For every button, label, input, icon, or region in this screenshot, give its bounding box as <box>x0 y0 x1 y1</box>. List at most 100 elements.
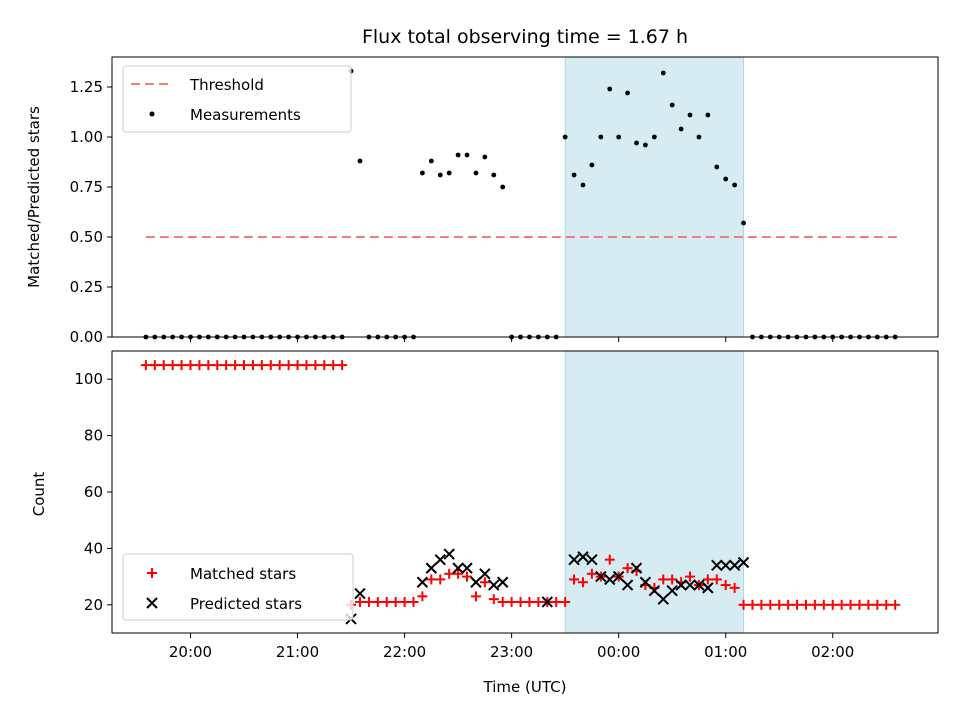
bottom-x-ticks: 20:00 21:00 22:00 23:00 00:00 01:00 02:00 <box>169 633 854 661</box>
predicted-star-marker <box>354 587 366 600</box>
bottom-y-ticks: 20 40 60 80 100 <box>74 370 112 614</box>
matched-star-marker <box>747 599 758 610</box>
measurement-point <box>651 134 657 140</box>
matched-star-marker <box>881 599 892 610</box>
measurement-point <box>616 134 622 140</box>
measurement-point <box>562 134 568 140</box>
matched-star-marker <box>444 568 455 579</box>
predicted-star-marker <box>612 570 625 583</box>
measurement-point <box>660 70 666 76</box>
top-y-tick-label: 0.50 <box>70 228 103 246</box>
top-y-tick-label: 0.75 <box>70 178 103 196</box>
measurement-point <box>598 134 604 140</box>
predicted-star-marker <box>737 556 750 569</box>
measurement-point <box>669 102 675 108</box>
predicted-star-marker <box>693 579 705 591</box>
matched-star-marker <box>818 599 829 610</box>
top-y-tick-label: 1.25 <box>70 78 103 96</box>
matched-star-marker <box>167 360 178 371</box>
matched-star-marker <box>363 596 374 607</box>
matched-star-marker <box>774 599 785 610</box>
matched-star-marker <box>212 360 223 371</box>
measurement-point <box>482 154 488 160</box>
measurement-point <box>464 152 470 158</box>
top-legend-box <box>122 65 352 133</box>
predicted-star-marker <box>443 548 455 560</box>
predicted-star-marker <box>586 553 598 566</box>
predicted-star-marker <box>621 579 634 591</box>
measurement-point <box>491 172 497 178</box>
predicted-star-marker <box>639 576 652 588</box>
measurement-point <box>446 170 452 176</box>
matched-star-marker <box>372 596 383 607</box>
predicted-star-marker <box>675 579 687 591</box>
matched-star-marker <box>488 594 499 605</box>
predicted-star-marker <box>684 579 696 591</box>
matched-star-marker <box>381 596 392 607</box>
measurement-point <box>634 140 639 146</box>
matched-star-marker <box>470 591 481 602</box>
bottom-y-tick-label: 100 <box>74 370 103 388</box>
matched-star-marker <box>711 574 722 585</box>
matched-star-marker <box>622 563 633 574</box>
measurement-point <box>643 142 648 148</box>
matched-star-marker <box>800 599 811 610</box>
matched-star-marker <box>158 360 169 371</box>
matched-star-marker <box>221 360 232 371</box>
top-shaded-region <box>564 56 745 338</box>
measurement-point <box>571 172 577 178</box>
top-y-tick-label: 0.25 <box>70 278 103 296</box>
matched-star-marker <box>604 554 615 565</box>
predicted-star-marker <box>416 576 429 588</box>
bottom-x-tick-label: 00:00 <box>597 643 640 661</box>
matched-star-marker <box>658 574 669 585</box>
predicted-star-marker <box>595 570 607 583</box>
bottom-y-tick-label: 80 <box>84 427 103 445</box>
matched-star-marker <box>390 596 401 607</box>
matched-star-marker <box>809 599 820 610</box>
legend-predicted-label: Predicted stars <box>190 595 302 613</box>
predicted-star-marker <box>479 568 491 580</box>
predicted-star-marker <box>657 593 669 605</box>
matched-star-marker <box>872 599 883 610</box>
top-y-tick-label: 1.00 <box>70 128 103 146</box>
matched-star-marker <box>301 360 312 371</box>
top-y-tick-label: 0.00 <box>70 328 103 346</box>
matched-star-marker <box>256 360 267 371</box>
predicted-star-marker <box>568 553 580 566</box>
matched-star-marker <box>569 574 580 585</box>
measurement-point <box>732 182 738 188</box>
matched-star-marker <box>756 599 767 610</box>
bottom-x-tick-label: 21:00 <box>276 643 319 661</box>
bottom-y-tick-label: 40 <box>84 539 103 557</box>
matched-star-marker <box>265 360 276 371</box>
predicted-star-marker <box>711 559 723 572</box>
bottom-y-axis-label: Count <box>30 472 48 517</box>
measurement-point <box>357 158 363 164</box>
measurement-point <box>473 170 479 176</box>
predicted-star-marker <box>470 576 482 588</box>
bottom-y-tick-label: 20 <box>84 596 103 614</box>
matched-star-marker <box>354 596 365 607</box>
matched-star-marker <box>845 599 856 610</box>
predicted-star-marker <box>488 579 500 591</box>
matched-star-marker <box>283 360 294 371</box>
bottom-y-tick-label: 60 <box>84 483 103 501</box>
measurement-point <box>428 158 434 164</box>
matched-star-marker <box>203 360 214 371</box>
bottom-x-axis-label: Time (UTC) <box>483 678 567 696</box>
matched-star-marker <box>462 571 473 582</box>
matched-star-marker <box>515 596 526 607</box>
matched-star-marker <box>399 596 410 607</box>
predicted-star-marker <box>728 559 741 572</box>
matched-star-marker <box>524 596 535 607</box>
measurement-point <box>696 134 702 140</box>
measurement-point <box>500 184 506 190</box>
predicted-star-marker <box>452 562 464 574</box>
matched-star-marker <box>685 571 696 582</box>
matched-star-marker <box>854 599 865 610</box>
matched-star-marker <box>890 599 901 610</box>
measurement-point <box>723 176 729 182</box>
legend-x-marker-icon <box>146 597 158 609</box>
matched-star-marker <box>337 360 348 371</box>
